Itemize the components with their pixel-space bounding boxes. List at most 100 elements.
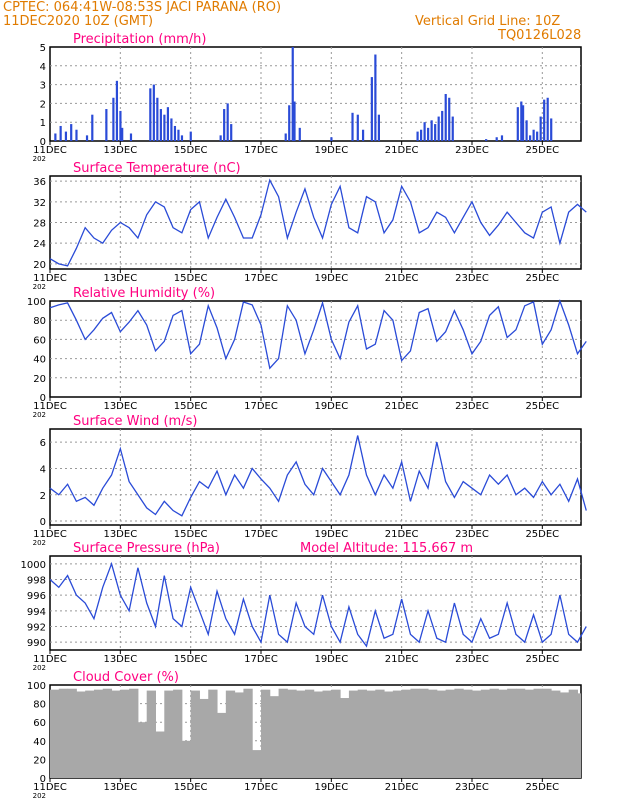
x-tick-label: 17DEC [244, 654, 278, 665]
y-tick-label: 40 [33, 355, 46, 366]
x-tick-label: 13DEC [103, 401, 137, 412]
cloud-column [137, 722, 148, 778]
cloud-column [243, 688, 253, 778]
x-tick-label: 19DEC [314, 782, 348, 793]
cloud-column [67, 688, 77, 778]
year-stub-label: 202 [33, 411, 46, 419]
x-tick-label: 13DEC [103, 145, 137, 156]
precip-bar [525, 120, 528, 141]
cloud-column [173, 689, 183, 778]
precip-bar [59, 125, 62, 141]
cloud-column [252, 750, 262, 778]
cloud-column [480, 689, 491, 778]
precip-bar [419, 129, 423, 141]
precip-bar [284, 133, 287, 141]
x-tick-label: 15DEC [174, 782, 208, 793]
panel-title: Surface Wind (m/s) [73, 414, 197, 429]
cloud-column [102, 688, 113, 778]
y-tick-label: 0 [40, 774, 46, 785]
precip-bar [177, 129, 180, 141]
cloud-column [199, 698, 209, 778]
cloud-column [181, 740, 192, 778]
y-tick-label: 4 [40, 464, 46, 475]
y-tick-label: 60 [33, 335, 46, 346]
precip-bar [291, 47, 294, 141]
series-line [49, 178, 587, 267]
cloud-column [559, 692, 570, 778]
precip-bar [293, 101, 296, 141]
cloud-column [533, 688, 543, 778]
y-tick-label: 80 [33, 700, 46, 711]
precip-bar [448, 97, 451, 141]
cloud-column [340, 698, 350, 778]
x-tick-label: 19DEC [314, 145, 348, 156]
cloud-column [445, 689, 455, 778]
year-stub-label: 202 [33, 283, 46, 291]
cloud-column [287, 689, 297, 778]
x-tick-label: 13DEC [103, 782, 137, 793]
cloud-column [463, 689, 473, 778]
y-tick-label: 0 [40, 137, 46, 148]
panel-title: Relative Humidity (%) [73, 286, 215, 301]
precip-bar [119, 110, 122, 141]
cloud-column [85, 690, 95, 778]
x-tick-label: 11DEC [33, 782, 67, 793]
precip-bar [163, 114, 166, 141]
x-tick-label: 23DEC [455, 782, 489, 793]
precip-bar [129, 133, 133, 141]
precip-bar [115, 80, 119, 141]
precip-bar [189, 131, 192, 141]
y-tick-label: 2 [40, 99, 46, 110]
x-tick-label: 15DEC [174, 654, 208, 665]
cloud-column [164, 690, 174, 778]
series-line [49, 435, 587, 517]
precip-bar [105, 109, 108, 141]
cloud-column [357, 689, 367, 778]
cloud-column [410, 688, 420, 778]
x-tick-label: 17DEC [244, 782, 278, 793]
date-header-line2: 11DEC2020 10Z (GMT) [3, 14, 154, 29]
precip-bar [173, 125, 177, 141]
cloud-column [348, 690, 359, 778]
x-tick-label: 17DEC [244, 145, 278, 156]
precip-bar [166, 107, 170, 141]
y-tick-label: 3 [40, 81, 46, 92]
precip-bar [416, 131, 419, 141]
cloud-column [419, 688, 429, 778]
y-tick-label: 100 [27, 297, 46, 308]
y-tick-label: 36 [33, 177, 46, 188]
cloud-column [190, 690, 200, 778]
y-tick-label: 5 [40, 43, 46, 54]
precip-bar [430, 120, 433, 141]
x-tick-label: 19DEC [314, 273, 348, 284]
x-tick-label: 21DEC [385, 529, 419, 540]
precip-bar [219, 135, 222, 141]
y-tick-label: 32 [33, 198, 46, 209]
precip-bar [550, 118, 553, 141]
precip-bar [437, 116, 440, 141]
precip-bar [54, 133, 57, 141]
cloud-column [507, 688, 517, 778]
panel-frame [49, 46, 582, 142]
x-tick-label: 21DEC [385, 145, 419, 156]
x-tick-label: 23DEC [455, 654, 489, 665]
precip-bar [351, 112, 354, 141]
y-tick-label: 60 [33, 718, 46, 729]
precip-bar [529, 135, 532, 141]
x-tick-label: 21DEC [385, 782, 419, 793]
y-tick-label: 6 [40, 438, 46, 449]
precip-bar [121, 127, 124, 141]
x-tick-label: 23DEC [455, 529, 489, 540]
y-tick-label: 1 [40, 118, 46, 129]
x-tick-label: 15DEC [174, 145, 208, 156]
precip-bar [70, 124, 73, 141]
x-tick-label: 11DEC [33, 145, 67, 156]
cloud-column [524, 689, 535, 778]
cloud-column [489, 688, 499, 778]
precip-bar [85, 135, 89, 141]
precip-bar [543, 99, 546, 141]
precip-bar [330, 137, 333, 141]
cloud-column [551, 690, 561, 778]
cloud-column [120, 689, 130, 778]
y-tick-label: 0 [40, 393, 46, 404]
